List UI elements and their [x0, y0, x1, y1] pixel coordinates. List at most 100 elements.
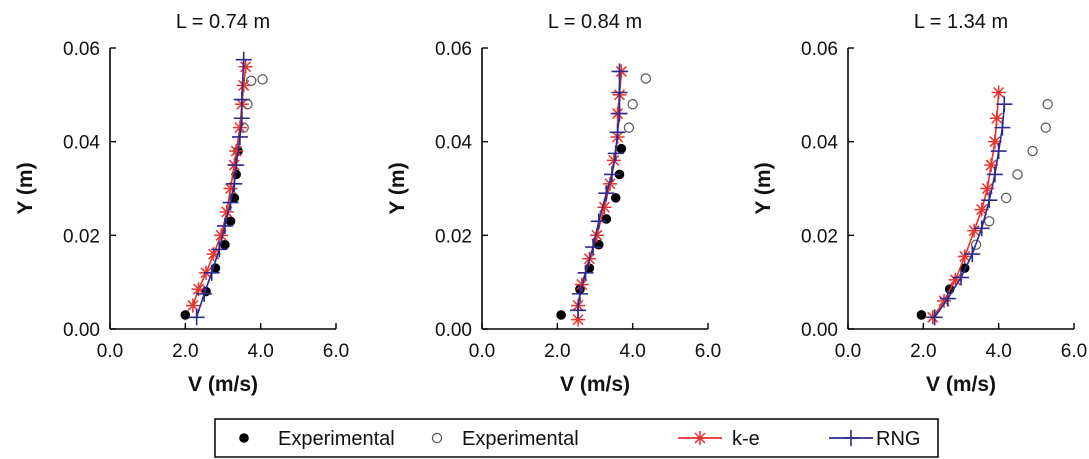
panel-3-plus-point-1 [939, 290, 956, 307]
panel-3-filled-point-0-dot [916, 310, 927, 320]
legend-marker-star [693, 431, 707, 445]
panel-2-plus-point-4 [590, 213, 607, 230]
panel-1-filled-point-4-dot [225, 216, 236, 227]
panel-1-ytick-label-3: 0.06 [63, 39, 100, 60]
panel-1-filled-point-4 [225, 216, 236, 227]
panel-2-open-point-2-ring [640, 73, 652, 84]
panel-2-open-point-1 [627, 98, 638, 110]
panel-3-plus-point-3 [964, 246, 981, 263]
panel-1-filled-point-3-dot [220, 239, 230, 250]
panel-2-star-point-0-d2 [572, 314, 584, 326]
panel-1-plus-point-6 [226, 175, 243, 192]
panel-3-star-point-8-d2 [989, 136, 1001, 148]
panel-1-filled-point-0 [180, 310, 191, 320]
panel-3-star-point-10-d2 [993, 86, 1005, 99]
panel-2-open-point-0-ring [623, 122, 635, 133]
panel-1-plus-point-10 [233, 91, 250, 108]
panel-2-title: L = 0.84 m [548, 11, 642, 33]
panel-3-open-point-1-ring [984, 216, 995, 227]
panel-2-filled-point-0-dot [556, 310, 566, 320]
panel-1-star-point-12 [238, 59, 253, 74]
panel-3-open-point-3-ring [1012, 169, 1023, 180]
panel-2-plus-point-10 [611, 84, 628, 101]
panel-1-star-point-0-d2 [187, 300, 199, 312]
panel-2-x-label: V (m/s) [560, 373, 630, 396]
panel-1-plus-point-5 [222, 194, 239, 211]
legend-marker-star-d2 [694, 432, 706, 444]
panel-1-open-point-3 [257, 74, 268, 85]
panel-3-open-point-2 [1001, 192, 1012, 204]
panel-1-star-point-8-d2 [230, 145, 242, 157]
panel-1-plus-point-11 [235, 51, 252, 68]
panel-3-plus-point-6 [986, 166, 1003, 183]
panel-1-series-plus [188, 51, 252, 326]
panel-2-ytick-label-3: 0.06 [435, 39, 472, 60]
panel-1-xtick-label-2: 4.0 [247, 341, 273, 362]
legend-marker-filled [239, 433, 249, 443]
panel-1-plus-point-4 [216, 217, 233, 234]
legend-label-plus: RNG [876, 428, 920, 450]
panel-3-ytick-label-2: 0.04 [801, 133, 838, 154]
panel-3-star-point-3 [957, 249, 972, 264]
panel-3-ytick-label-3: 0.06 [801, 39, 838, 60]
panel-3-xtick-label-3: 6.0 [1061, 341, 1087, 362]
panel-1-ytick-label-1: 0.02 [63, 226, 100, 247]
legend-entry-star: k-e [678, 428, 760, 450]
panel-2-plus-point-5 [598, 185, 615, 202]
panel-3-open-point-3 [1012, 169, 1023, 180]
panel-3-ytick-label-0: 0.00 [801, 320, 838, 341]
panel-1-star-point-11 [236, 78, 251, 93]
panel-3-open-point-6-ring [1042, 98, 1053, 110]
legend-marker-filled-dot [239, 433, 249, 443]
panel-3-plus-point-7 [990, 143, 1007, 160]
panel-1: L = 0.74 m 0.00 0.02 0.04 0.06 0.0 2.0 4.0 6.0 V … [14, 11, 349, 396]
panel-2-open-point-2 [640, 73, 652, 84]
panel-2-xtick-label-1: 2.0 [544, 341, 570, 362]
chart-panels: L = 0.74 m 0.00 0.02 0.04 0.06 0.0 2.0 4.0 6.0 V … [14, 11, 1087, 396]
panel-2-xtick-label-3: 6.0 [695, 341, 721, 362]
panel-1-star-point-0 [185, 298, 200, 313]
panel-3-plus-line [933, 104, 1006, 318]
legend-label-star: k-e [732, 428, 760, 450]
panel-3-series-open [970, 98, 1053, 250]
legend-entry-open: Experimental [431, 428, 579, 450]
panel-3-open-point-6 [1042, 98, 1053, 110]
panel-1-xtick-label-1: 2.0 [172, 341, 198, 362]
panel-3-x-label: V (m/s) [926, 373, 996, 396]
legend: Experimental Experimental k-e RNG [214, 418, 939, 458]
panel-3-star-point-2-d2 [949, 274, 961, 286]
panel-3-plus-point-8 [994, 119, 1011, 136]
panel-3-xtick-label-2: 4.0 [985, 341, 1011, 362]
panel-2-series-plus [570, 63, 628, 319]
panel-3-star-point-10 [991, 85, 1006, 100]
panel-1-open-point-2-ring [246, 75, 257, 86]
panel-3-xtick-label-0: 0.0 [835, 341, 861, 362]
panel-2-plus-point-3 [585, 239, 602, 256]
panel-3-open-point-2-ring [1001, 192, 1012, 204]
panel-3-star-point-6-d2 [981, 182, 993, 195]
panel-3-star-point-9-d2 [991, 112, 1003, 124]
panel-3-filled-point-0 [916, 310, 927, 320]
panel-1-plus-point-9 [233, 110, 250, 127]
panel-1-plus-point-1 [196, 285, 213, 302]
panel-2-filled-point-5-dot [610, 193, 621, 203]
panel-2-plus-point-1 [571, 285, 588, 302]
panel-3-open-point-1 [984, 216, 995, 227]
legend-entry-filled: Experimental [239, 428, 395, 450]
panel-2-y-label: Y (m) [386, 162, 409, 214]
panel-2-star-point-4 [589, 228, 604, 243]
panel-2-ytick-label-2: 0.04 [435, 133, 472, 154]
panel-2-filled-point-5 [610, 193, 621, 203]
panel-2-plus-point-8 [609, 124, 626, 141]
panel-2-plus-point-9 [611, 105, 628, 122]
panel-1-x-label: V (m/s) [188, 373, 258, 396]
panel-3-star-point-5-d2 [976, 204, 988, 216]
panel-1-plus-point-3 [211, 241, 228, 258]
panel-2-plus-point-6 [603, 166, 620, 183]
panel-1-plus-point-8 [231, 128, 248, 145]
panel-2-plus-point-0 [570, 302, 587, 319]
panel-3-star-point-9 [989, 111, 1004, 126]
panel-3-star-point-2 [948, 272, 963, 287]
panel-3-ytick-label-1: 0.02 [801, 226, 838, 247]
